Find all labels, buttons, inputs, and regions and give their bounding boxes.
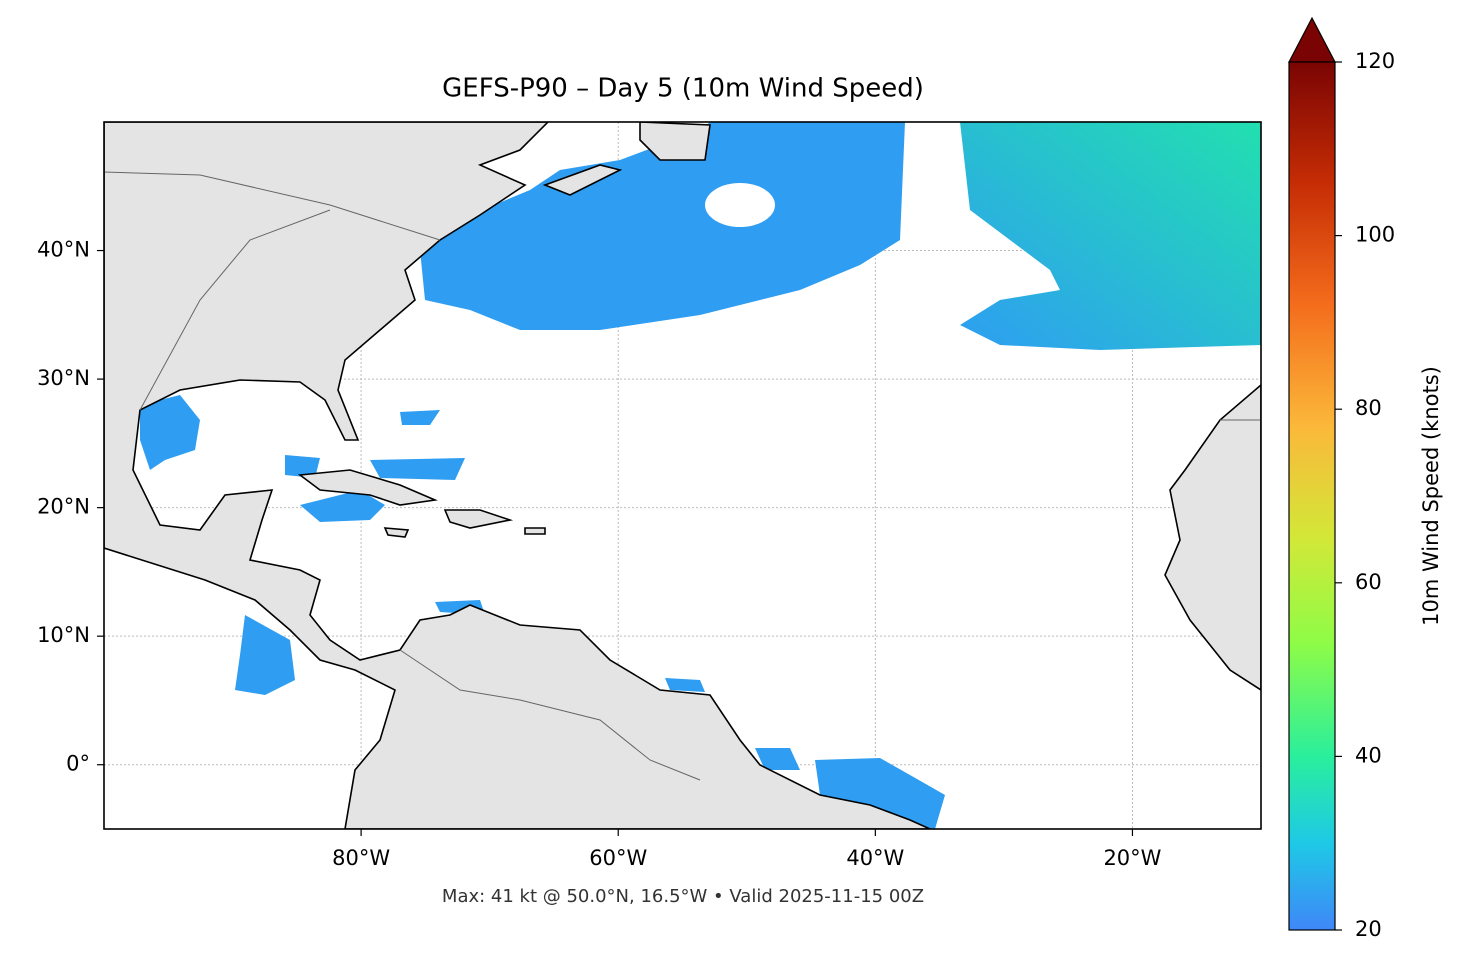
x-tick-label: 20°W [1103, 846, 1161, 870]
jamaica [383, 527, 410, 538]
colorbar: 10m Wind Speed (knots) 20 40 60 80 100 120 [1288, 16, 1443, 941]
colorbar-tick-label: 80 [1355, 396, 1382, 420]
y-tick-label: 30°N [37, 366, 90, 390]
colorbar-label: 10m Wind Speed (knots) [1419, 366, 1443, 626]
colorbar-extend [1288, 16, 1336, 63]
map-area [104, 122, 1261, 829]
x-tick-label: 80°W [332, 846, 390, 870]
border [104, 171, 441, 241]
y-tick-label: 0° [66, 752, 90, 776]
axes: 80°W 60°W 40°W 20°W 0° 10°N 20°N 30°N 40°N [37, 238, 1162, 870]
colorbar-tick-label: 60 [1355, 570, 1382, 594]
wind-area [285, 455, 320, 478]
colorbar-tick-label: 100 [1355, 223, 1395, 247]
x-tick-label: 40°W [846, 846, 904, 870]
chart-title: GEFS-P90 – Day 5 (10m Wind Speed) [442, 74, 924, 104]
wind-area [370, 458, 465, 480]
colorbar-tick-label: 40 [1355, 743, 1382, 767]
wind-area [755, 748, 800, 770]
north-america [104, 122, 931, 829]
land [104, 122, 1261, 829]
wind-area [420, 122, 905, 330]
wind-area [665, 678, 705, 692]
wind-area [235, 615, 295, 695]
nova-scotia [542, 164, 623, 196]
wind-gap [705, 183, 775, 227]
map-frame [103, 121, 1262, 830]
africa [1164, 383, 1261, 691]
colorbar-tick-label: 20 [1355, 917, 1382, 941]
x-tick-label: 60°W [589, 846, 647, 870]
wind-area [815, 758, 945, 829]
hispaniola [443, 509, 514, 529]
cuba [297, 469, 438, 506]
y-tick-label: 20°N [37, 495, 90, 519]
wind-area [140, 395, 200, 470]
y-tick-label: 10°N [37, 623, 90, 647]
newfoundland [639, 122, 711, 161]
wind-area [960, 122, 1261, 350]
colorbar-tick-label: 120 [1355, 49, 1395, 73]
y-tick-label: 40°N [37, 238, 90, 262]
wind-area [300, 490, 385, 522]
puerto-rico [524, 527, 546, 535]
colorbar-bar [1288, 61, 1336, 931]
wind-area [400, 410, 440, 425]
footnote: Max: 41 kt @ 50.0°N, 16.5°W • Valid 2025… [442, 886, 924, 907]
border [399, 649, 701, 781]
border [139, 209, 331, 411]
